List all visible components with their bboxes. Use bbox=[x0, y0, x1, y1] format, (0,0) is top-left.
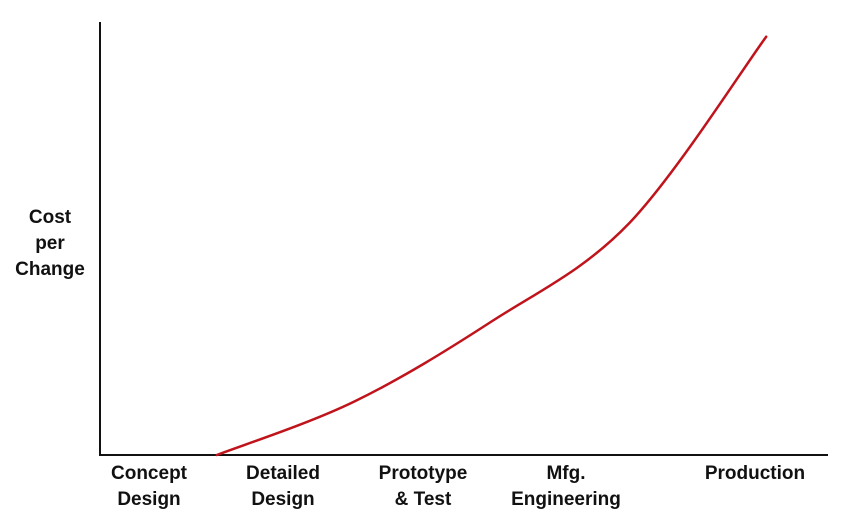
y-axis-label-line-1: Cost bbox=[28, 207, 72, 228]
x-tick-label-line-1: Prototype bbox=[378, 463, 468, 484]
y-axis-label-line-2: per bbox=[35, 233, 65, 254]
x-tick-label-mfg-engineering: Mfg. Engineering bbox=[491, 461, 641, 513]
x-tick-label-line-1: Concept bbox=[111, 463, 187, 484]
x-tick-label-line-2: Design bbox=[251, 489, 315, 510]
x-tick-label-line-1: Production bbox=[704, 463, 806, 484]
cost-curve-line bbox=[215, 35, 768, 457]
x-tick-label-line-2: Engineering bbox=[511, 489, 621, 510]
x-tick-label-line-2: & Test bbox=[394, 489, 452, 510]
x-tick-label-production: Production bbox=[680, 461, 830, 487]
x-tick-label-line-2: Design bbox=[117, 489, 181, 510]
x-tick-label-line-1: Detailed bbox=[246, 463, 320, 484]
x-tick-label-detailed-design: Detailed Design bbox=[208, 461, 358, 513]
y-axis-label-line-3: Change bbox=[15, 259, 85, 280]
x-tick-label-line-1: Mfg. bbox=[546, 463, 586, 484]
x-tick-label-concept-design: Concept Design bbox=[74, 461, 224, 513]
x-tick-label-prototype-test: Prototype & Test bbox=[348, 461, 498, 513]
y-axis-label: Cost per Change bbox=[4, 205, 96, 283]
